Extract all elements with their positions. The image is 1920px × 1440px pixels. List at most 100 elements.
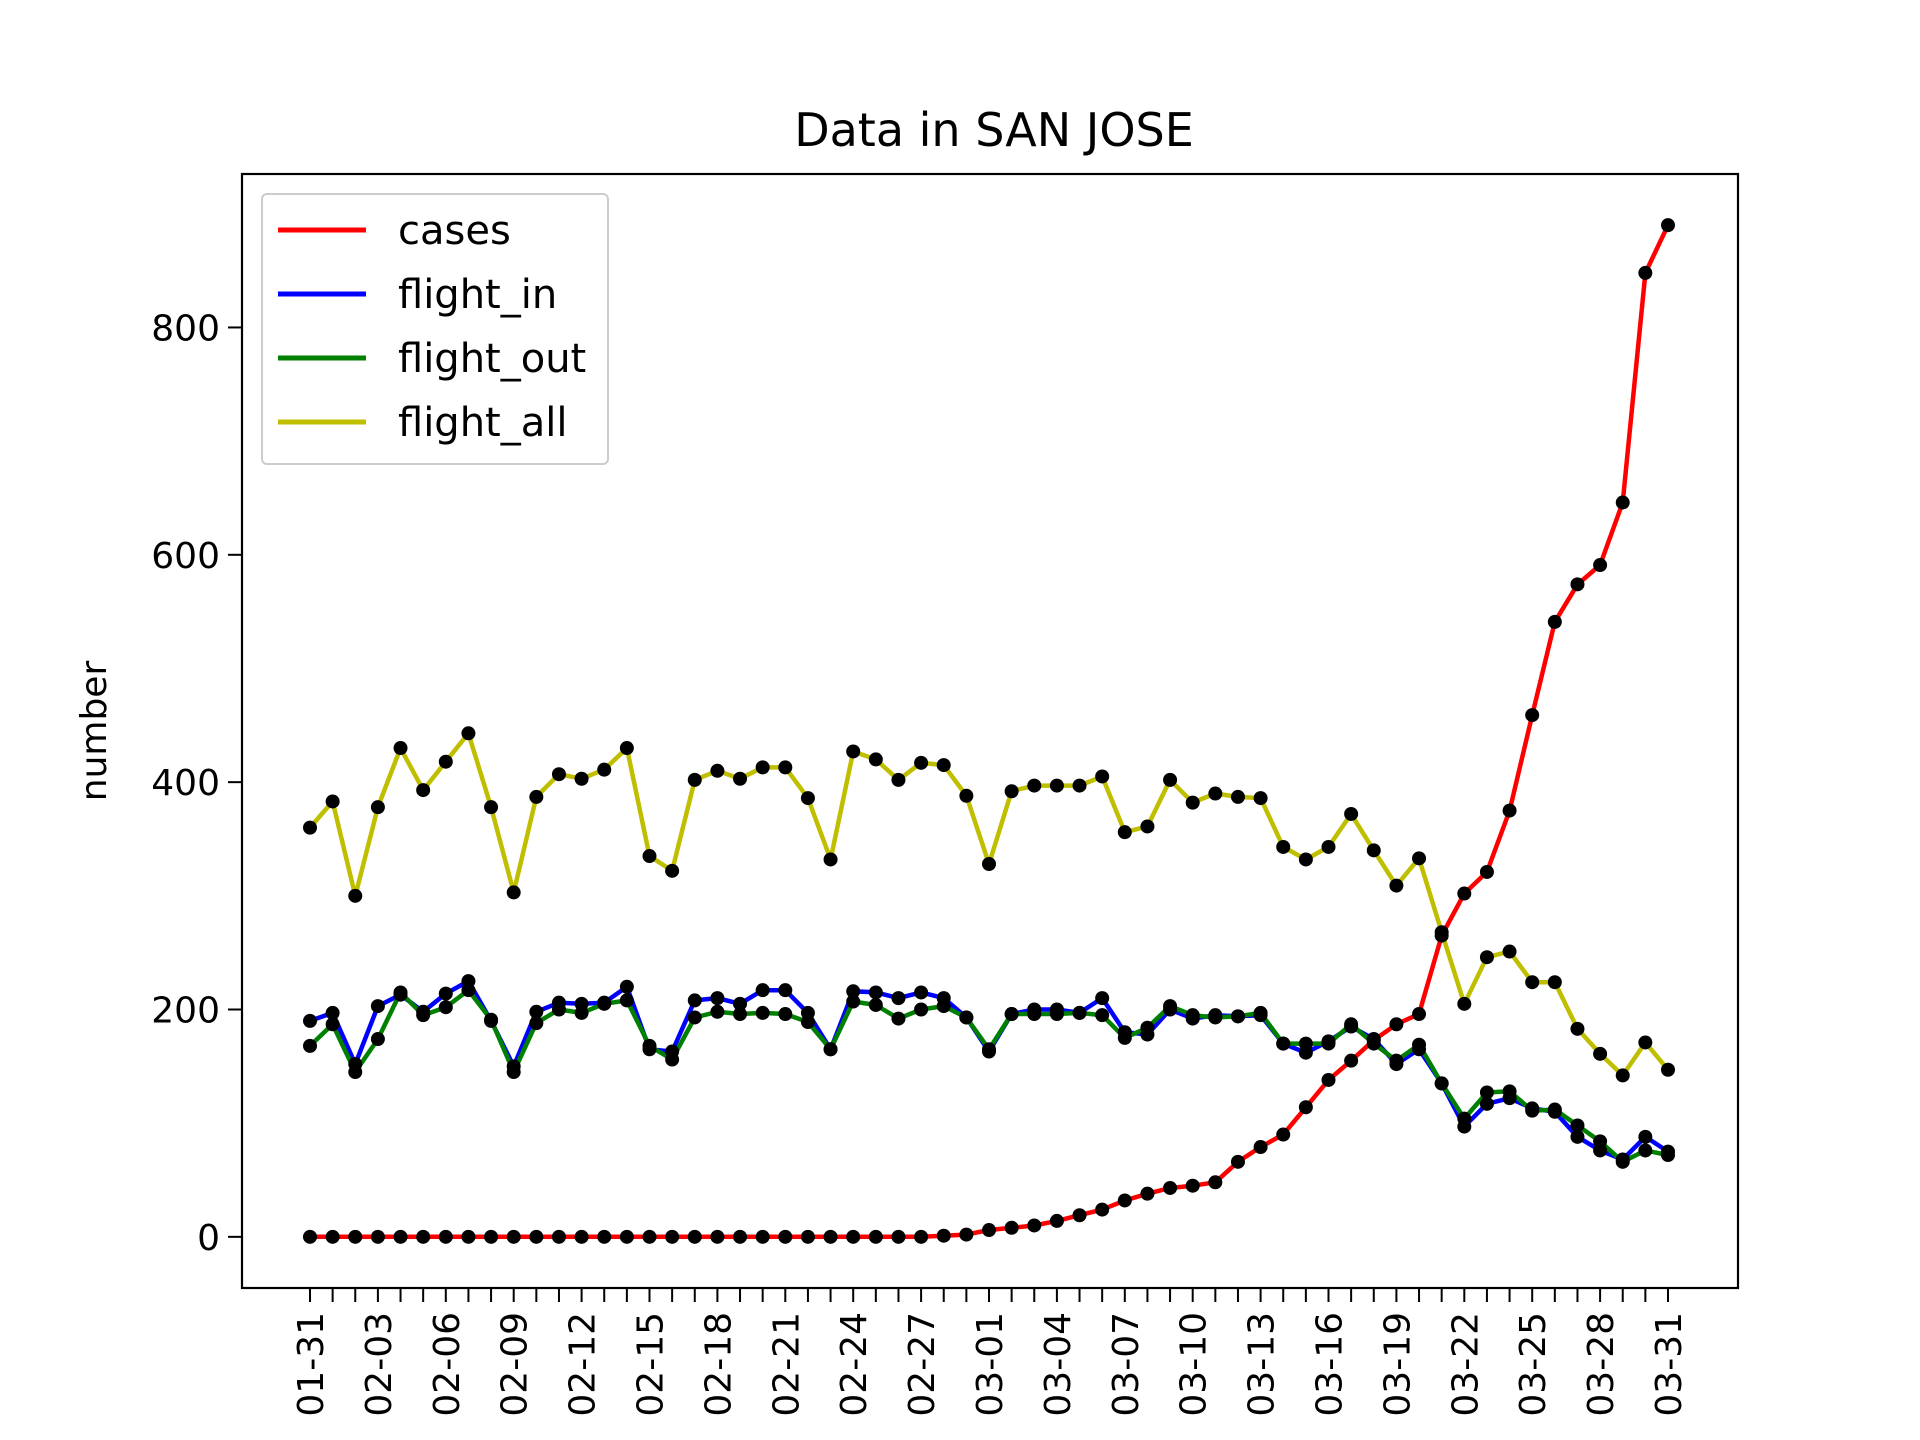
x-tick-label: 03-22	[1445, 1312, 1486, 1417]
data-point-cases	[529, 1229, 544, 1244]
x-tick-label: 03-10	[1174, 1312, 1215, 1417]
data-point-cases	[416, 1229, 431, 1244]
x-tick-label: 03-28	[1581, 1312, 1622, 1417]
data-point-cases	[461, 1229, 476, 1244]
data-point-flight_in	[868, 985, 883, 1000]
data-point-cases	[1072, 1208, 1087, 1223]
data-point-cases	[370, 1229, 385, 1244]
data-point-flight_out	[959, 1010, 974, 1025]
chart-title: Data in SAN JOSE	[794, 103, 1194, 157]
data-point-flight_all	[597, 762, 612, 777]
x-tick-label: 03-07	[1106, 1312, 1147, 1417]
data-point-flight_out	[1253, 1005, 1268, 1020]
data-point-cases	[1344, 1053, 1359, 1068]
data-point-cases	[846, 1229, 861, 1244]
data-point-flight_out	[348, 1065, 363, 1080]
data-point-flight_all	[846, 744, 861, 759]
data-point-flight_out	[1344, 1017, 1359, 1032]
data-point-cases	[1502, 803, 1517, 818]
data-point-cases	[1570, 577, 1585, 592]
data-point-flight_all	[1140, 819, 1155, 834]
data-point-cases	[1230, 1154, 1245, 1169]
data-point-flight_all	[823, 852, 838, 867]
data-point-flight_all	[393, 741, 408, 756]
data-point-flight_out	[1570, 1118, 1585, 1133]
x-tick-label: 03-31	[1649, 1312, 1690, 1417]
data-point-flight_in	[438, 986, 453, 1001]
data-point-flight_all	[348, 888, 363, 903]
data-point-cases	[959, 1227, 974, 1242]
data-point-cases	[936, 1228, 951, 1243]
data-point-flight_all	[778, 760, 793, 775]
x-tick-label: 02-03	[359, 1312, 400, 1417]
data-point-flight_out	[868, 997, 883, 1012]
series-line-flight_all	[308, 731, 1670, 1078]
data-point-cases	[891, 1229, 906, 1244]
data-point-cases	[597, 1229, 612, 1244]
data-point-flight_all	[506, 885, 521, 900]
data-point-flight_in	[755, 983, 770, 998]
data-point-flight_out	[574, 1005, 589, 1020]
data-point-flight_all	[1027, 778, 1042, 793]
data-point-flight_in	[1479, 1096, 1494, 1111]
x-tick-label: 01-31	[291, 1312, 332, 1417]
data-point-flight_all	[914, 755, 929, 770]
data-point-flight_in	[1638, 1129, 1653, 1144]
data-point-cases	[303, 1229, 317, 1244]
data-point-cases	[574, 1229, 589, 1244]
data-point-flight_out	[1502, 1084, 1517, 1099]
data-point-flight_all	[1457, 996, 1472, 1011]
data-point-flight_out	[325, 1017, 340, 1032]
data-point-flight_out	[891, 1011, 906, 1026]
data-point-cases	[665, 1229, 680, 1244]
data-point-flight_all	[1230, 789, 1245, 804]
data-point-cases	[1276, 1127, 1291, 1142]
data-point-flight_all	[1049, 778, 1064, 793]
x-tick-label: 03-16	[1310, 1312, 1351, 1417]
data-point-cases	[1525, 708, 1540, 723]
data-point-flight_all	[1276, 839, 1291, 854]
y-axis-label: number	[74, 661, 115, 802]
data-point-flight_out	[1298, 1036, 1313, 1051]
data-point-cases	[1389, 1017, 1404, 1032]
data-point-cases	[1638, 265, 1653, 280]
data-point-flight_all	[1321, 839, 1336, 854]
data-point-flight_all	[484, 800, 499, 815]
data-point-flight_all	[529, 789, 544, 804]
data-point-flight_out	[710, 1004, 725, 1019]
data-point-cases	[914, 1229, 929, 1244]
data-point-flight_out	[1208, 1010, 1223, 1025]
data-point-cases	[506, 1229, 521, 1244]
data-point-cases	[1457, 886, 1472, 901]
data-point-flight_out	[1525, 1103, 1540, 1118]
data-point-flight_all	[891, 772, 906, 787]
data-point-flight_in	[891, 991, 906, 1006]
data-point-flight_all	[982, 856, 996, 871]
x-tick-label: 02-24	[834, 1312, 875, 1417]
data-point-flight_in	[778, 983, 793, 998]
data-point-cases	[1253, 1140, 1268, 1155]
data-point-flight_out	[393, 985, 408, 1000]
data-point-flight_all	[1072, 778, 1087, 793]
data-point-flight_in	[846, 984, 861, 999]
data-point-flight_all	[1366, 843, 1381, 858]
data-point-flight_all	[1412, 851, 1427, 866]
data-point-flight_all	[438, 754, 453, 769]
data-point-flight_all	[733, 771, 748, 786]
data-point-flight_out	[1321, 1036, 1336, 1051]
data-point-flight_out	[1412, 1037, 1427, 1052]
data-point-flight_out	[665, 1052, 680, 1067]
data-point-flight_all	[619, 741, 634, 756]
data-point-flight_all	[1298, 852, 1313, 867]
data-point-flight_out	[733, 1007, 748, 1022]
data-point-cases	[1117, 1193, 1132, 1208]
data-point-cases	[325, 1229, 340, 1244]
data-point-flight_all	[325, 794, 340, 809]
data-point-cases	[1185, 1178, 1200, 1193]
data-point-flight_out	[597, 996, 612, 1011]
data-point-flight_in	[914, 985, 929, 1000]
data-point-cases	[1547, 614, 1562, 629]
data-point-flight_out	[1004, 1007, 1019, 1022]
data-point-flight_out	[1615, 1154, 1630, 1169]
